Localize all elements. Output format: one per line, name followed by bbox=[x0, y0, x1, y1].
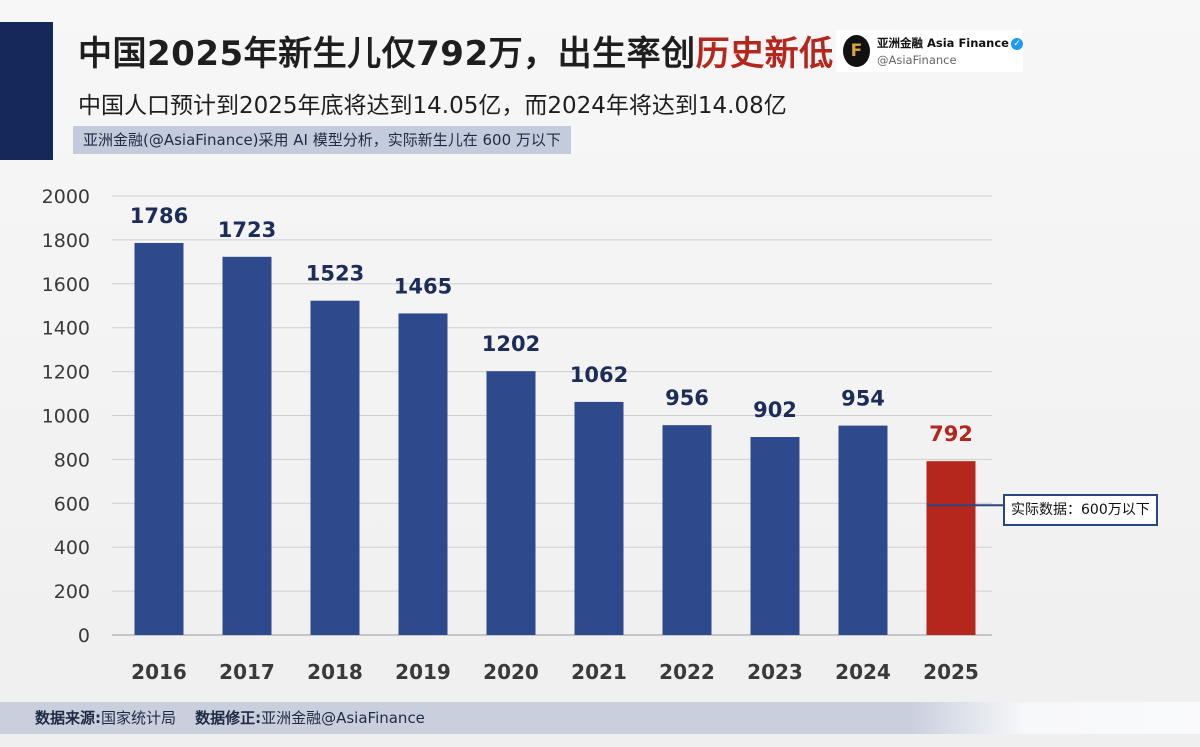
x-axis-ticks: 2016 2017 2018 2019 2020 2021 2022 2023 2024 2025 bbox=[131, 660, 979, 684]
y-tick-label: 600 bbox=[54, 493, 90, 515]
x-tick-label: 2025 bbox=[923, 660, 979, 684]
data-label: 1062 bbox=[570, 363, 628, 387]
data-label: 792 bbox=[929, 422, 973, 446]
source-value: 国家统计局 bbox=[101, 709, 177, 727]
page-title: 中国2025年新生儿仅792万，出生率创历史新低 bbox=[78, 26, 834, 75]
bar bbox=[398, 313, 448, 635]
correction-value: 亚洲金融@AsiaFinance bbox=[261, 709, 425, 727]
y-tick-label: 0 bbox=[78, 625, 90, 647]
data-label: 1723 bbox=[218, 218, 276, 242]
title-main: 中国2025年新生儿仅792万，出生率创 bbox=[78, 34, 696, 74]
data-label: 956 bbox=[665, 386, 709, 410]
footer-bar: 数据来源:国家统计局 数据修正:亚洲金融@AsiaFinance bbox=[0, 702, 1200, 734]
brand-logo-icon: F bbox=[843, 35, 870, 67]
x-tick-label: 2020 bbox=[483, 660, 539, 684]
x-tick-label: 2024 bbox=[835, 660, 891, 684]
data-label: 1523 bbox=[306, 262, 364, 286]
bar bbox=[838, 425, 888, 635]
y-tick-label: 200 bbox=[54, 581, 90, 603]
x-tick-label: 2022 bbox=[659, 660, 715, 684]
y-tick-label: 1600 bbox=[42, 274, 90, 296]
data-label: 954 bbox=[841, 387, 885, 411]
page-subtitle: 中国人口预计到2025年底将达到14.05亿，而2024年将达到14.08亿 bbox=[78, 93, 787, 119]
data-label: 1465 bbox=[394, 274, 452, 298]
y-tick-label: 1200 bbox=[42, 362, 90, 384]
brand-handle: @AsiaFinance bbox=[876, 53, 957, 67]
x-tick-label: 2016 bbox=[131, 660, 187, 684]
x-tick-label: 2018 bbox=[307, 660, 363, 684]
y-tick-label: 1000 bbox=[42, 406, 90, 428]
data-label: 1786 bbox=[130, 204, 188, 228]
x-tick-label: 2021 bbox=[571, 660, 627, 684]
verified-badge-icon: ✓ bbox=[1011, 37, 1023, 50]
x-tick-label: 2023 bbox=[747, 660, 803, 684]
title-highlight: 历史新低 bbox=[695, 34, 834, 74]
footer-fade-overlay bbox=[910, 702, 1200, 734]
bar bbox=[486, 371, 536, 635]
left-accent-bar bbox=[0, 22, 53, 160]
y-axis-ticks: 0 200 400 600 800 1000 1200 1400 1600 1800 2000 bbox=[42, 186, 90, 647]
data-label: 1202 bbox=[482, 332, 540, 356]
y-tick-label: 1800 bbox=[42, 230, 90, 252]
actual-data-callout: 实际数据：600万以下 bbox=[1003, 494, 1158, 526]
x-tick-label: 2019 bbox=[395, 660, 451, 684]
y-tick-label: 400 bbox=[54, 537, 90, 559]
correction-label: 数据修正: bbox=[195, 709, 262, 727]
brand-name-line: 亚洲金融 Asia Finance ✓ bbox=[877, 35, 1023, 51]
brand-badge: F 亚洲金融 Asia Finance ✓ @AsiaFinance bbox=[836, 30, 1023, 72]
bar bbox=[310, 300, 360, 635]
footer-text: 数据来源:国家统计局 数据修正:亚洲金融@AsiaFinance bbox=[35, 702, 425, 734]
ai-analysis-note: 亚洲金融(@AsiaFinance)采用 AI 模型分析，实际新生儿在 600 … bbox=[73, 126, 571, 154]
data-labels: 1786 1723 1523 1465 1202 1062 956 902 954 792 bbox=[130, 204, 973, 446]
bar bbox=[662, 425, 712, 635]
brand-name: 亚洲金融 Asia Finance bbox=[876, 36, 1009, 50]
y-tick-label: 2000 bbox=[42, 186, 90, 208]
brand-text: 亚洲金融 Asia Finance ✓ @AsiaFinance bbox=[877, 35, 1023, 67]
data-label: 902 bbox=[753, 398, 797, 422]
bar bbox=[134, 242, 184, 635]
bar bbox=[222, 256, 272, 635]
bar bbox=[574, 401, 624, 635]
bar bbox=[750, 437, 800, 635]
bar-highlight bbox=[926, 461, 976, 635]
bars bbox=[134, 242, 976, 635]
y-tick-label: 800 bbox=[54, 449, 90, 471]
source-label: 数据来源: bbox=[35, 709, 101, 727]
y-tick-label: 1400 bbox=[42, 318, 90, 340]
x-tick-label: 2017 bbox=[219, 660, 275, 684]
